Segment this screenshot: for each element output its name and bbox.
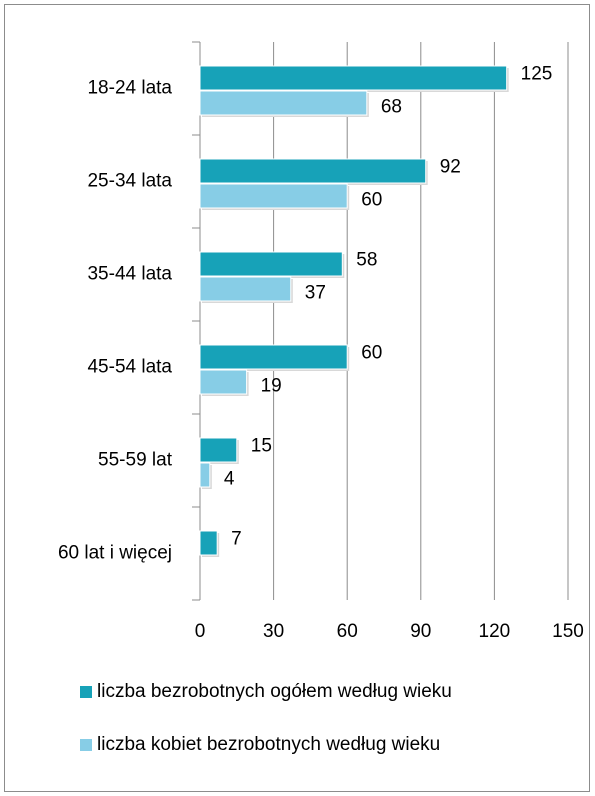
x-tick-label: 60 — [337, 621, 358, 642]
bar — [199, 462, 211, 488]
data-label: 92 — [440, 157, 461, 178]
data-label: 60 — [361, 343, 382, 364]
y-tick-label: 35-44 lata — [87, 264, 172, 285]
bar — [199, 276, 292, 302]
data-label: 4 — [224, 469, 235, 490]
legend-label: liczba kobiet bezrobotnych według wieku — [97, 734, 440, 755]
data-label: 19 — [261, 376, 282, 397]
chart-border — [4, 4, 590, 792]
x-tick-label: 150 — [552, 621, 584, 642]
y-tick-label: 60 lat i więcej — [58, 543, 172, 564]
bar — [199, 437, 238, 463]
bar — [199, 65, 508, 91]
y-tick-label: 18-24 lata — [87, 78, 172, 99]
y-tick-label: 45-54 lata — [87, 357, 172, 378]
bar — [199, 530, 218, 556]
bar — [199, 344, 348, 370]
bar — [199, 90, 368, 116]
data-label: 60 — [361, 190, 382, 211]
y-tick-label: 55-59 lat — [98, 450, 173, 471]
bar — [199, 183, 348, 209]
data-label: 68 — [381, 97, 402, 118]
legend-label: liczba bezrobotnych ogółem według wieku — [97, 681, 452, 702]
legend-swatch — [80, 686, 92, 698]
x-tick-label: 30 — [263, 621, 284, 642]
x-tick-label: 90 — [410, 621, 431, 642]
data-label: 15 — [251, 436, 272, 457]
data-label: 37 — [305, 283, 326, 304]
y-tick-label: 25-34 lata — [87, 171, 172, 192]
data-label: 7 — [231, 529, 242, 550]
data-label: 58 — [356, 250, 377, 271]
bar — [199, 251, 343, 277]
legend-swatch — [80, 739, 92, 751]
bar — [199, 369, 248, 395]
bar — [199, 158, 427, 184]
x-tick-label: 0 — [195, 621, 206, 642]
x-tick-label: 120 — [479, 621, 511, 642]
data-label: 125 — [521, 64, 553, 85]
